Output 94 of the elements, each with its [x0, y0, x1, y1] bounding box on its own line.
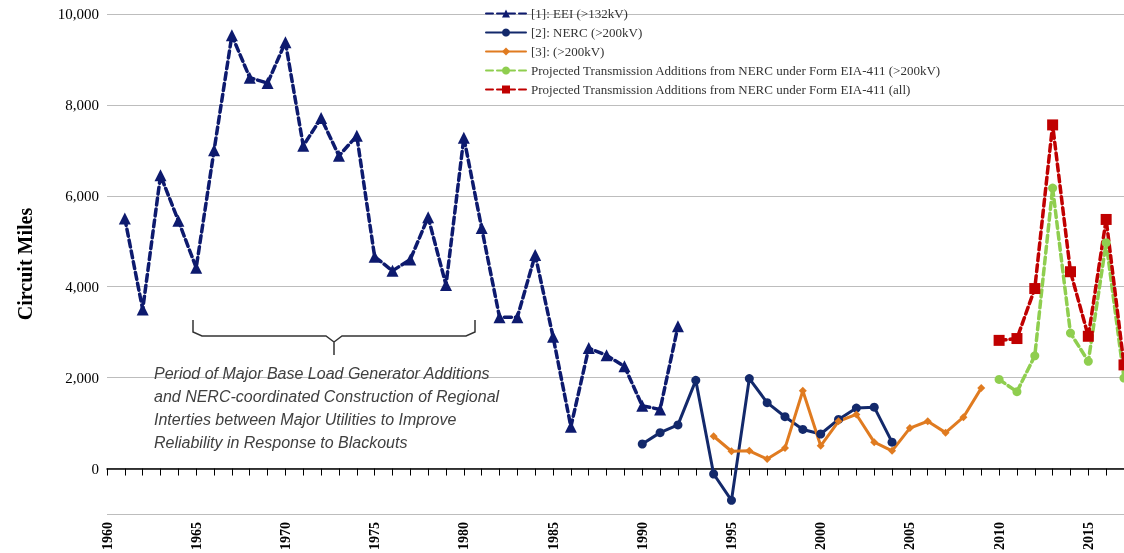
point	[726, 495, 736, 505]
point	[1065, 328, 1075, 338]
x-tick-label: 1960	[99, 522, 115, 550]
point	[780, 412, 790, 422]
point	[582, 342, 595, 355]
point	[475, 222, 488, 235]
point	[1101, 238, 1111, 248]
point	[225, 29, 238, 42]
point	[888, 446, 897, 455]
point	[994, 374, 1004, 384]
legend-label: Projected Transmission Additions from NERC under Form EIA-411 (all)	[531, 82, 911, 97]
point	[1064, 266, 1076, 278]
point	[745, 446, 754, 455]
point	[1048, 183, 1058, 193]
point	[350, 129, 363, 142]
annotation: Period of Major Base Load Generator Additions and NERC-coordinated Construction of Regional Interties between Major Utilities to Improve Reliability in Response to Blackouts	[154, 365, 504, 451]
y-tick-label: 6,000	[65, 187, 99, 204]
point	[851, 403, 861, 413]
point	[673, 420, 683, 430]
point	[816, 429, 826, 439]
point	[1012, 387, 1022, 397]
point	[870, 438, 879, 447]
point	[600, 349, 613, 362]
x-tick-label: 1985	[545, 522, 561, 550]
x-tick-label: 2015	[1080, 522, 1096, 550]
y-tick-label: 0	[91, 460, 99, 477]
point	[727, 447, 736, 456]
point	[1047, 119, 1059, 131]
x-tick-label: 1970	[277, 522, 293, 550]
point	[386, 264, 399, 277]
point	[636, 399, 649, 412]
point	[1029, 283, 1041, 295]
point	[457, 131, 470, 144]
point	[279, 36, 292, 49]
point	[404, 253, 417, 266]
point	[762, 398, 772, 408]
point	[261, 77, 274, 90]
point	[816, 441, 825, 450]
point	[208, 144, 221, 157]
point	[637, 439, 647, 449]
x-tick-label: 1975	[367, 522, 383, 550]
point	[511, 311, 524, 324]
point	[332, 149, 345, 162]
point	[959, 413, 968, 422]
point	[315, 112, 328, 125]
point	[1100, 213, 1112, 225]
point	[529, 248, 542, 261]
x-tick-label: 1995	[723, 522, 739, 550]
point	[1030, 351, 1040, 361]
point	[493, 311, 506, 324]
y-tick-label: 10,000	[57, 6, 99, 22]
point	[118, 212, 131, 225]
x-tick-label: 1990	[634, 522, 650, 550]
legend-label: Projected Transmission Additions from NERC under Form EIA-411 (>200kV)	[531, 63, 941, 78]
point	[654, 403, 667, 416]
point	[1082, 330, 1094, 342]
point	[1083, 356, 1093, 366]
point	[905, 424, 914, 433]
point	[852, 410, 861, 419]
y-tick-label: 8,000	[65, 96, 99, 113]
point	[781, 444, 789, 453]
y-tick-label: 4,000	[65, 278, 99, 295]
point	[368, 250, 381, 263]
point	[941, 428, 950, 437]
point	[763, 455, 772, 463]
point	[709, 469, 719, 479]
y-tick-label: 2,000	[65, 369, 99, 386]
point	[655, 428, 665, 438]
point	[172, 214, 185, 227]
point	[923, 417, 932, 426]
y-axis-title: Circuit Miles	[14, 207, 36, 321]
point	[547, 330, 560, 343]
point	[977, 384, 986, 393]
point	[618, 360, 631, 373]
legend-label: [3]: (>200kV)	[531, 44, 605, 59]
x-tick-label: 2000	[813, 522, 829, 550]
x-tick-label: 1965	[188, 522, 204, 550]
point	[671, 320, 684, 333]
point	[691, 375, 701, 385]
x-tick-label: 2005	[902, 522, 918, 550]
point	[243, 71, 256, 84]
point	[744, 374, 754, 384]
point	[1011, 333, 1023, 345]
point	[798, 424, 808, 434]
point	[993, 334, 1005, 346]
point	[709, 432, 718, 441]
x-tick-label: 1980	[456, 522, 472, 550]
point	[422, 211, 435, 224]
point	[869, 402, 879, 412]
x-tick-label: 2010	[991, 522, 1007, 550]
point	[154, 169, 167, 182]
point	[887, 437, 897, 447]
legend-label: [2]: NERC (>200kV)	[531, 25, 643, 40]
legend-label: [1]: EEI (>132kV)	[531, 6, 628, 21]
